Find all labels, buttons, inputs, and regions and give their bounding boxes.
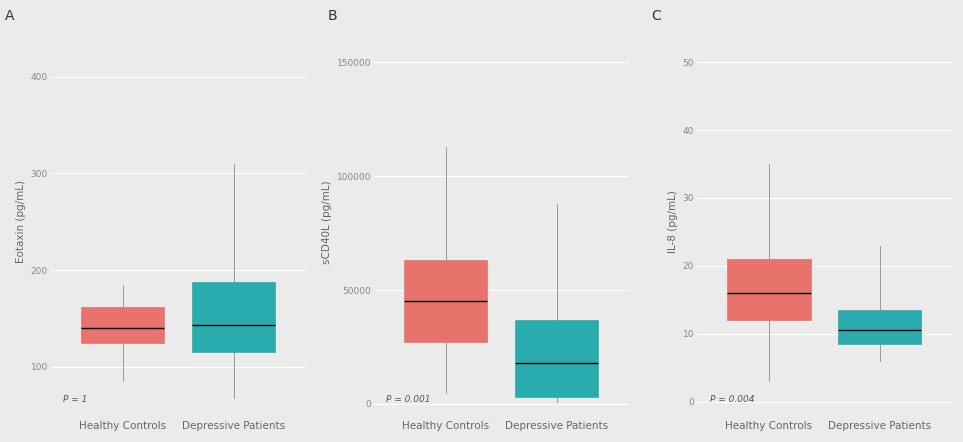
Text: A: A xyxy=(5,9,14,23)
Text: B: B xyxy=(327,9,337,23)
Text: C: C xyxy=(651,9,661,23)
Bar xyxy=(515,320,598,397)
Text: P = 0.004: P = 0.004 xyxy=(710,395,754,404)
Bar xyxy=(404,260,487,343)
Text: P = 0.001: P = 0.001 xyxy=(386,395,431,404)
Y-axis label: IL-8 (pg/mL): IL-8 (pg/mL) xyxy=(668,191,678,253)
Bar xyxy=(192,282,275,352)
Y-axis label: Eotaxin (pg/mL): Eotaxin (pg/mL) xyxy=(16,180,26,263)
Bar xyxy=(838,310,922,344)
Y-axis label: sCD40L (pg/mL): sCD40L (pg/mL) xyxy=(323,180,332,263)
Bar xyxy=(81,307,165,343)
Text: P = 1: P = 1 xyxy=(64,395,88,404)
Bar xyxy=(727,259,811,320)
